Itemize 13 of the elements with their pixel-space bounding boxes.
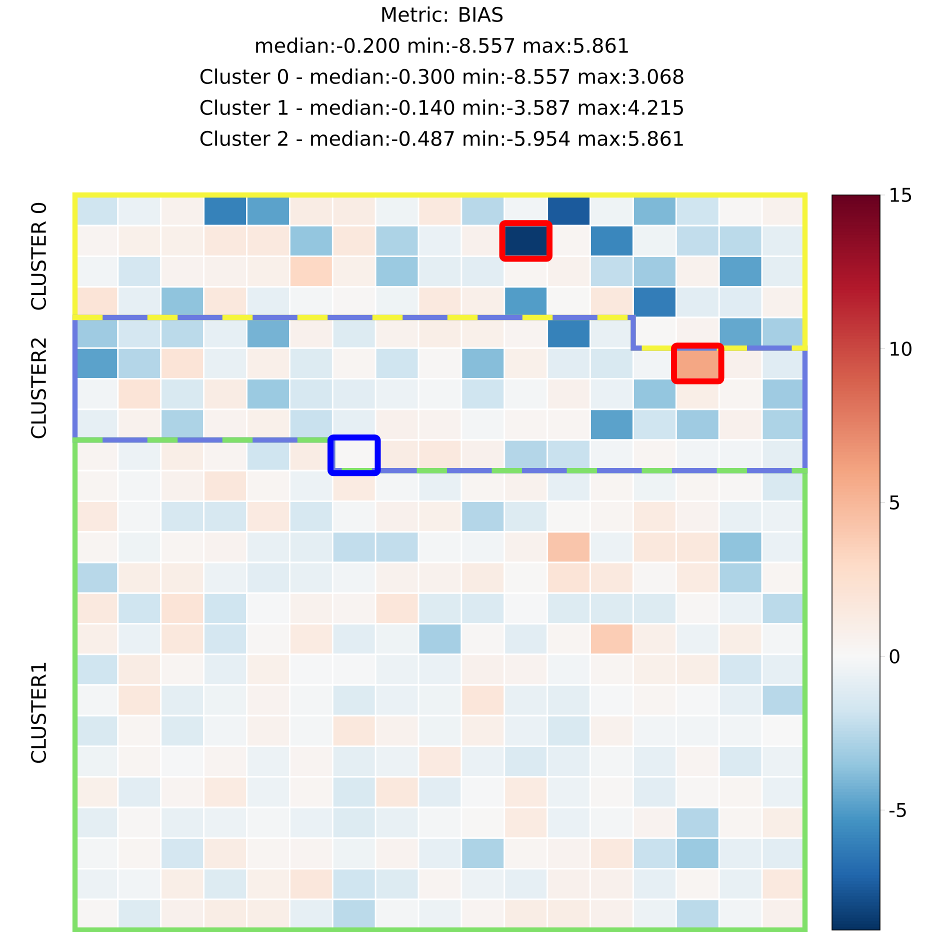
color-bar-label: 5 (890, 495, 899, 510)
text: Cluster 2 - median:-0.487 min:-5.954 max:5.861 (200, 130, 683, 146)
color-bar-label: 0 (890, 649, 900, 664)
text: CLUSTER 0 (30, 202, 46, 310)
chart-title: Metric: BIAS (382, 6, 503, 22)
text: Cluster 0 - median:-0.300 min:-8.557 max:3.068 (200, 68, 684, 84)
chart-subtitle: median:-0.200 min:-8.557 max:5.861 (256, 38, 628, 54)
color-bar-label: 10 (890, 342, 912, 356)
text: CLUSTER1 (30, 662, 46, 763)
color-bar-label: -5 (889, 803, 906, 818)
text: Cluster 1 - median:-0.140 min:-3.587 max:4.215 (200, 100, 683, 116)
text: CLUSTER2 (30, 338, 46, 438)
color-bar-label: 15 (890, 188, 912, 202)
